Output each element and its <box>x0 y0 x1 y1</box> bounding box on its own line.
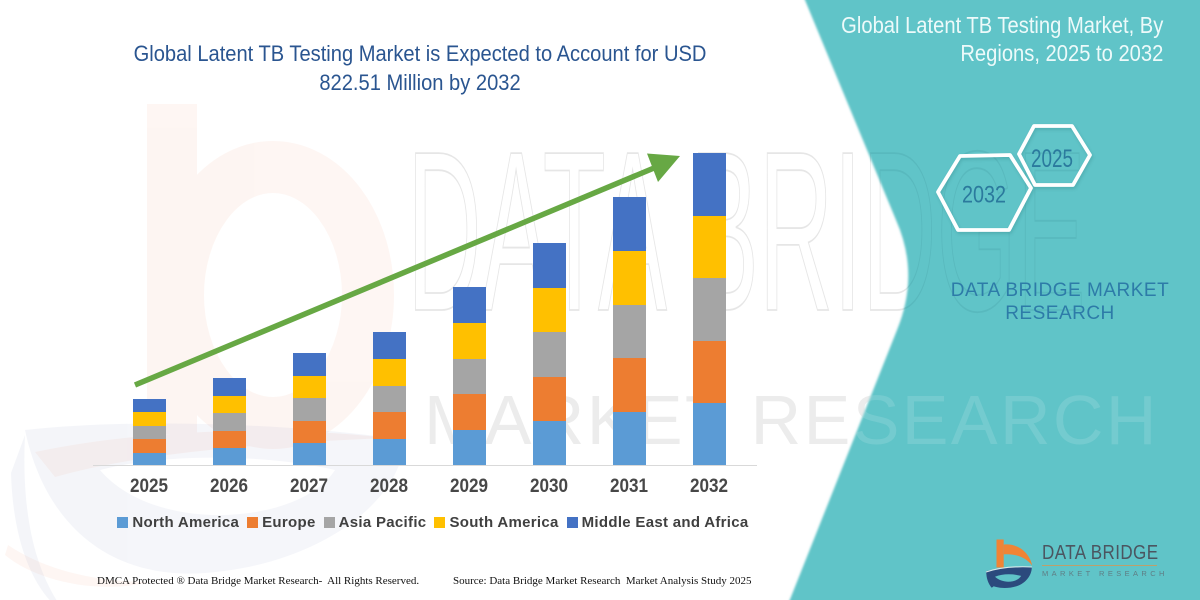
svg-text:2032: 2032 <box>962 182 1006 209</box>
svg-text:2025: 2025 <box>1031 145 1073 173</box>
